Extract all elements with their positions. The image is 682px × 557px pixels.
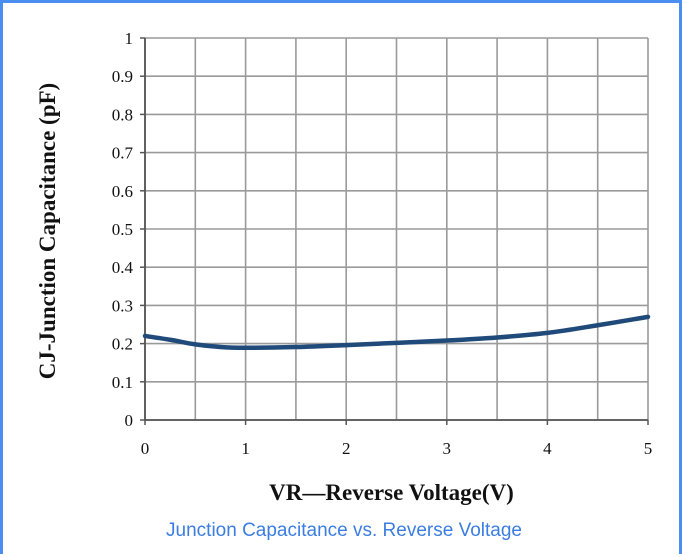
y-tick-label: 0.7 — [112, 144, 134, 163]
y-tick-label: 0.4 — [112, 258, 134, 277]
x-tick-label: 5 — [644, 439, 653, 458]
y-tick-label: 0.2 — [112, 335, 133, 354]
y-tick-label: 0.1 — [112, 373, 133, 392]
y-tick-label: 0.6 — [112, 182, 133, 201]
series-line — [142, 314, 651, 351]
y-tick-label: 0.3 — [112, 296, 133, 315]
grid-lines — [144, 37, 649, 421]
y-tick-label: 0 — [125, 411, 134, 430]
y-tick-label: 0.5 — [112, 220, 133, 239]
y-tick-label: 1 — [125, 29, 134, 48]
x-tick-label: 3 — [443, 439, 452, 458]
chart-caption: Junction Capacitance vs. Reverse Voltage — [166, 520, 522, 541]
y-tick-label: 0.9 — [112, 67, 133, 86]
chart-plot: 0 0.1 0.2 0.3 0.4 0.5 0.6 0.7 0.8 0.9 1 0 1 2 3 4 5 VR—R… — [35, 29, 653, 505]
x-tick-label: 2 — [342, 439, 351, 458]
tick-labels: 0 0.1 0.2 0.3 0.4 0.5 0.6 0.7 0.8 0.9 1 0 1 2 3 4 5 — [112, 29, 653, 458]
y-axis-title: CJ-Junction Capacitance (pF) — [35, 83, 60, 379]
y-tick-label: 0.8 — [112, 105, 133, 124]
series-layer — [142, 314, 651, 351]
x-tick-label: 0 — [141, 439, 150, 458]
axes — [140, 37, 649, 425]
x-axis-title: VR—Reverse Voltage(V) — [269, 480, 514, 505]
x-tick-label: 1 — [241, 439, 250, 458]
x-tick-label: 4 — [543, 439, 552, 458]
